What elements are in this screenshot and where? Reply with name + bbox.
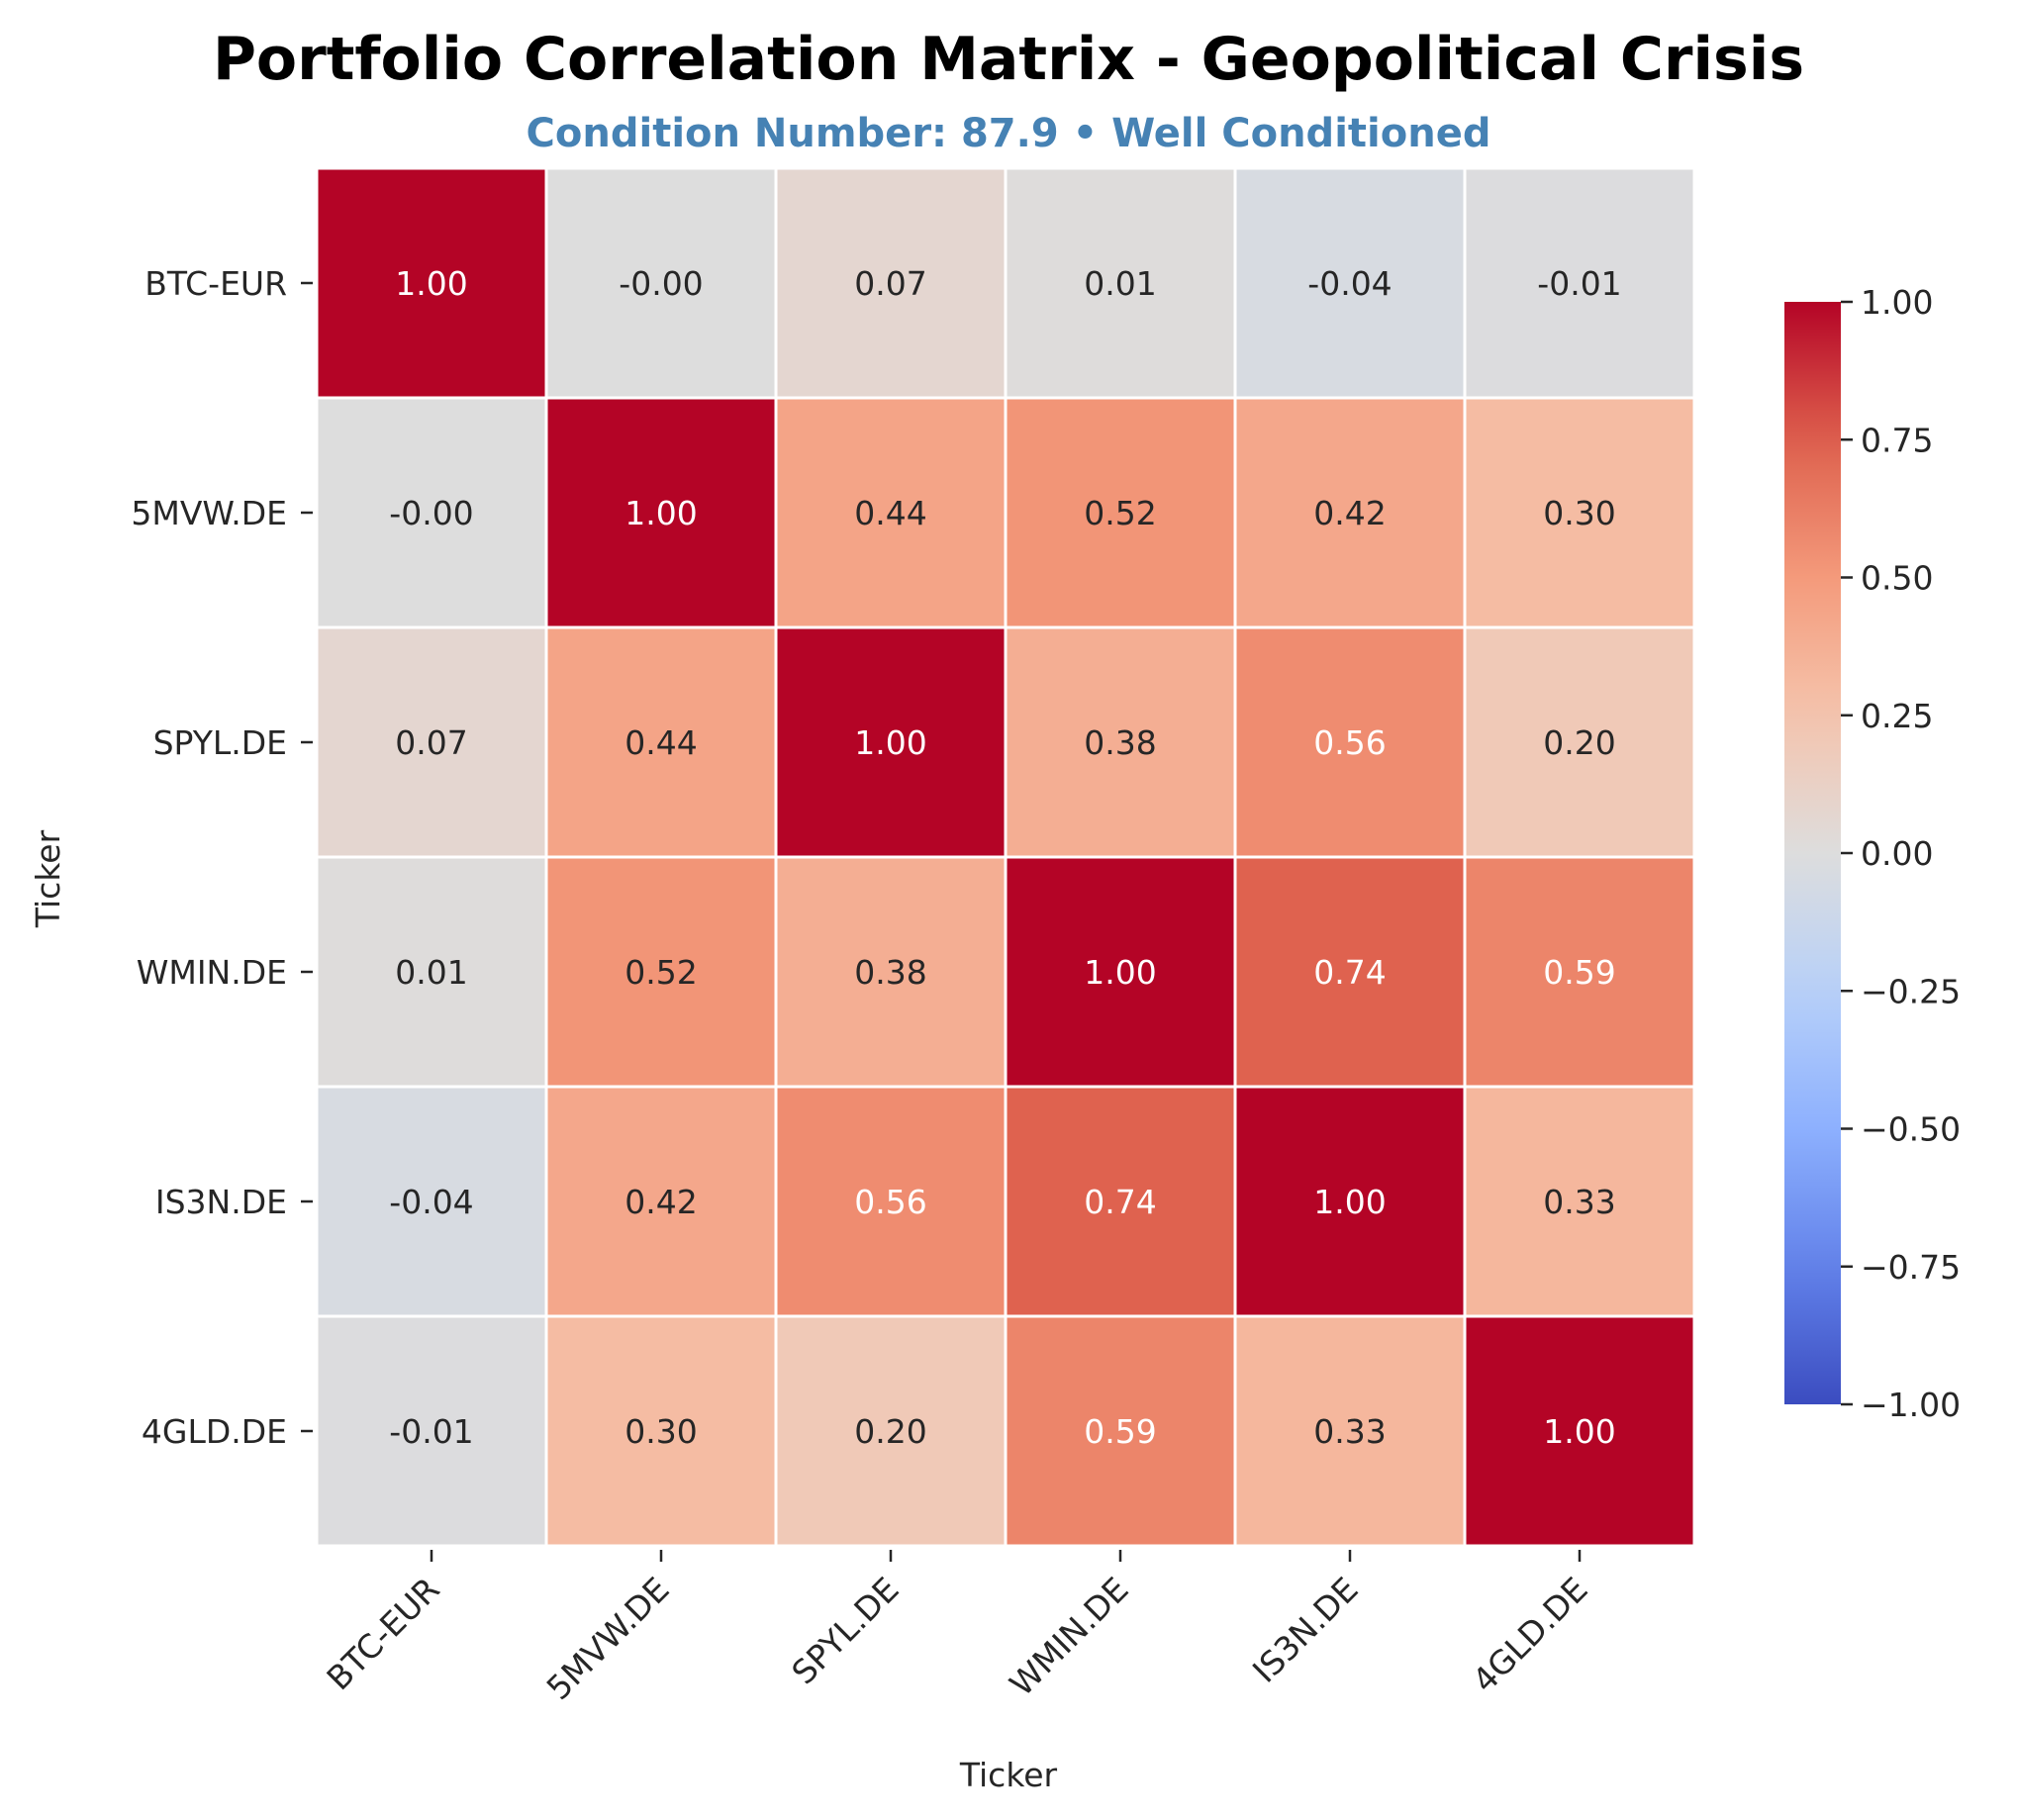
- heatmap-cell: [1463, 1085, 1696, 1318]
- cell-value-label: -0.01: [389, 1412, 473, 1451]
- cell-value-label: 0.44: [624, 723, 697, 762]
- cell-value-label: -0.04: [1307, 264, 1392, 303]
- cell-value-label: 0.33: [1313, 1412, 1386, 1451]
- heatmap-cell: [1004, 166, 1237, 400]
- cell-value-label: 1.00: [1084, 953, 1156, 992]
- colorbar: 1.00 0.75 0.50 0.25 0.00 −0.25 −0.50 −0.75 −1.00: [1784, 283, 1961, 1424]
- heatmap-cell: [1463, 625, 1696, 859]
- heatmap-cell: [1004, 625, 1237, 859]
- cell-value-label: -0.00: [619, 264, 703, 303]
- y-axis-label: Ticker: [29, 829, 67, 928]
- cell-value-label: 0.74: [1313, 953, 1386, 992]
- cell-value-label: 0.01: [395, 953, 467, 992]
- cell-value-label: 0.59: [1543, 953, 1615, 992]
- heatmap-cells: 1.00 -0.00 0.07 0.01 -0.04 -0.01 -0.00 1.00 0.44…: [315, 166, 1696, 1548]
- cell-value-label: 0.56: [1313, 723, 1386, 762]
- x-tick-label: SPYL.DE: [784, 1570, 906, 1691]
- heatmap-cell: [1233, 855, 1467, 1089]
- y-tick-label: 4GLD.DE: [142, 1412, 287, 1451]
- x-tick-label: 4GLD.DE: [1465, 1570, 1595, 1700]
- heatmap-cell: [315, 855, 548, 1089]
- y-tick-label: 5MVW.DE: [131, 494, 287, 532]
- heatmap-cell: [1004, 1314, 1237, 1548]
- cell-value-label: 0.52: [624, 953, 697, 992]
- x-tick-label: WMIN.DE: [1002, 1570, 1135, 1703]
- colorbar-gradient: [1784, 302, 1841, 1404]
- cell-value-label: 0.30: [1543, 494, 1615, 532]
- cell-value-label: 0.33: [1543, 1183, 1615, 1221]
- heatmap-cell: [1004, 855, 1237, 1089]
- cell-value-label: 0.38: [854, 953, 926, 992]
- cell-value-label: -0.00: [389, 494, 473, 532]
- heatmap-cell: [315, 166, 548, 400]
- cell-value-label: 0.01: [1084, 264, 1156, 303]
- heatmap-cell: [315, 625, 548, 859]
- y-tick-label: BTC-EUR: [144, 264, 287, 303]
- cell-value-label: 0.20: [1543, 723, 1615, 762]
- colorbar-tick-label: −0.75: [1861, 1248, 1961, 1287]
- heatmap-cell: [1463, 166, 1696, 400]
- cell-value-label: 0.42: [1313, 494, 1386, 532]
- y-tick-labels: BTC-EUR 5MVW.DE SPYL.DE WMIN.DE IS3N.DE 4GLD.…: [131, 264, 313, 1451]
- heatmap-cell: [1233, 166, 1467, 400]
- x-tick-label: 5MVW.DE: [539, 1570, 677, 1707]
- cell-value-label: 0.20: [854, 1412, 926, 1451]
- colorbar-tick-label: 1.00: [1861, 283, 1933, 322]
- cell-value-label: 0.44: [854, 494, 926, 532]
- y-tick-label: SPYL.DE: [153, 723, 287, 762]
- heatmap-cell: [1233, 1314, 1467, 1548]
- x-tick-labels: BTC-EUR 5MVW.DE SPYL.DE WMIN.DE IS3N.DE 4GLD.…: [319, 1550, 1595, 1707]
- heatmap-cell: [774, 1085, 1008, 1318]
- chart-title: Portfolio Correlation Matrix - Geopoliti…: [213, 25, 1804, 94]
- cell-value-label: 0.07: [854, 264, 926, 303]
- cell-value-label: -0.01: [1537, 264, 1621, 303]
- cell-value-label: 0.74: [1084, 1183, 1156, 1221]
- heatmap-cell: [1233, 1085, 1467, 1318]
- x-axis-label: Ticker: [959, 1756, 1058, 1794]
- cell-value-label: 0.52: [1084, 494, 1156, 532]
- cell-value-label: 1.00: [395, 264, 467, 303]
- cell-value-label: 0.07: [395, 723, 467, 762]
- colorbar-tick-label: 0.50: [1861, 559, 1933, 598]
- heatmap-cell: [544, 396, 778, 629]
- heatmap-cell: [544, 625, 778, 859]
- x-tick-label: BTC-EUR: [319, 1570, 446, 1697]
- heatmap-cell: [1233, 625, 1467, 859]
- colorbar-tick-label: −0.50: [1861, 1110, 1961, 1149]
- colorbar-tick-label: 0.00: [1861, 834, 1933, 873]
- cell-value-label: 1.00: [624, 494, 697, 532]
- heatmap-cell: [544, 166, 778, 400]
- heatmap-cell: [315, 1085, 548, 1318]
- heatmap-cell: [1004, 1085, 1237, 1318]
- y-tick-label: IS3N.DE: [155, 1183, 287, 1221]
- heatmap-cell: [774, 855, 1008, 1089]
- heatmap-cell: [774, 166, 1008, 400]
- cell-value-label: -0.04: [389, 1183, 473, 1221]
- y-tick-label: WMIN.DE: [137, 953, 287, 992]
- cell-value-label: 1.00: [854, 723, 926, 762]
- heatmap-cell: [1463, 396, 1696, 629]
- colorbar-tick-label: −0.25: [1861, 972, 1961, 1010]
- heatmap-cell: [544, 855, 778, 1089]
- cell-value-label: 1.00: [1313, 1183, 1386, 1221]
- cell-value-label: 0.38: [1084, 723, 1156, 762]
- x-tick-label: IS3N.DE: [1245, 1570, 1366, 1690]
- chart-subtitle: Condition Number: 87.9 • Well Conditione…: [527, 111, 1491, 156]
- cell-value-label: 0.56: [854, 1183, 926, 1221]
- colorbar-tick-label: −1.00: [1861, 1386, 1961, 1424]
- colorbar-tick-label: 0.75: [1861, 421, 1933, 459]
- cell-value-label: 0.59: [1084, 1412, 1156, 1451]
- heatmap-cell: [1004, 396, 1237, 629]
- heatmap-cell: [1463, 855, 1696, 1089]
- cell-value-label: 0.42: [624, 1183, 697, 1221]
- cell-value-label: 0.30: [624, 1412, 697, 1451]
- heatmap-cell: [315, 1314, 548, 1548]
- colorbar-tick-label: 0.25: [1861, 697, 1933, 735]
- heatmap-cell: [1463, 1314, 1696, 1548]
- cell-value-label: 1.00: [1543, 1412, 1615, 1451]
